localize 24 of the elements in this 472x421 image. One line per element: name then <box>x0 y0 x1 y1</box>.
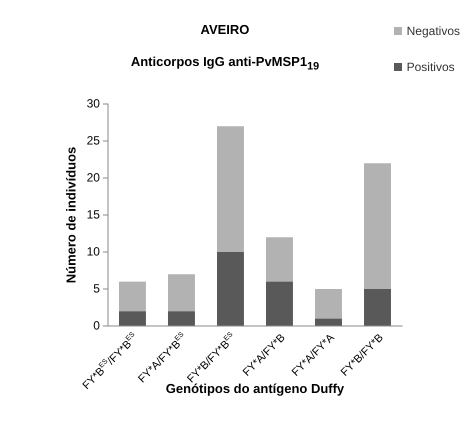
legend-label: Negativos <box>406 24 460 38</box>
bar <box>216 126 244 252</box>
y-axis-title: Número de indivíduos <box>63 146 78 284</box>
y-tick-label: 20 <box>86 170 100 184</box>
bar <box>118 311 146 326</box>
chart-title: AVEIRO <box>200 22 250 37</box>
bar <box>168 311 195 326</box>
y-tick-label: 15 <box>86 207 100 222</box>
bar <box>216 252 244 326</box>
bar <box>315 318 342 326</box>
bar <box>266 282 293 326</box>
bar <box>266 237 293 282</box>
bar <box>315 289 342 319</box>
bar <box>118 282 146 312</box>
y-tick-label: 0 <box>93 318 100 332</box>
y-tick-label: 5 <box>93 281 100 296</box>
legend-label: Positivos <box>406 60 455 74</box>
y-tick-label: 25 <box>86 133 100 148</box>
y-tick-label: 30 <box>86 96 100 110</box>
bar <box>168 274 195 312</box>
y-tick-label: 10 <box>86 244 100 258</box>
bar <box>364 163 391 289</box>
chart-subtitle: Anticorpos IgG anti-PvMSP1$_{19}$ <box>130 54 320 73</box>
bar <box>364 289 391 326</box>
